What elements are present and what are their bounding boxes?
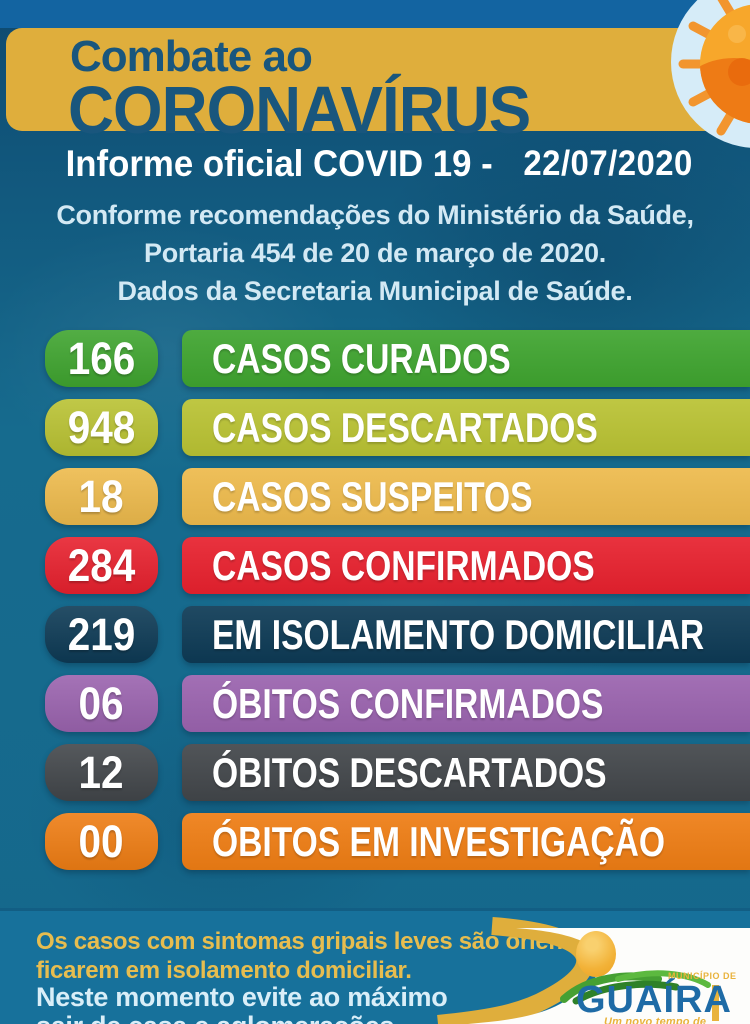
stat-value-badge: 06 [45, 675, 158, 732]
logo-wordmark: GUAÍRA [576, 979, 732, 1021]
stat-value-badge: 948 [45, 399, 158, 456]
stat-label: CASOS CURADOS [212, 334, 511, 382]
stat-row-casos-confirmados: 284 CASOS CONFIRMADOS [0, 537, 750, 594]
stat-value-badge: 166 [45, 330, 158, 387]
stat-label-bar: CASOS DESCARTADOS [182, 399, 750, 456]
stat-value: 12 [78, 746, 125, 798]
stat-value: 219 [67, 608, 136, 660]
logo-gold-bar [712, 985, 719, 1021]
stats-list: 166 CASOS CURADOS 948 CASOS DESCARTADOS … [0, 330, 750, 882]
subtitle-line-3: Dados da Secretaria Municipal de Saúde. [117, 276, 633, 306]
leaves-icon [560, 970, 711, 1005]
stat-row-obitos-investigacao: 00 ÓBITOS EM INVESTIGAÇÃO [0, 813, 750, 870]
sun-icon [576, 931, 616, 977]
report-title: Informe oficial COVID 19 - [65, 143, 493, 184]
stat-label-bar: CASOS CURADOS [182, 330, 750, 387]
stat-label: ÓBITOS EM INVESTIGAÇÃO [212, 817, 666, 865]
campaign-kicker: Combate ao [70, 32, 313, 81]
stat-label-bar: ÓBITOS EM INVESTIGAÇÃO [182, 813, 750, 870]
stat-value-badge: 284 [45, 537, 158, 594]
subtitle-line-1: Conforme recomendações do Ministério da … [56, 200, 694, 230]
stat-label-bar: CASOS SUSPEITOS [182, 468, 750, 525]
stat-label-bar: EM ISOLAMENTO DOMICILIAR [182, 606, 750, 663]
footer-notice-line-3: Neste momento evite ao máximo [36, 982, 448, 1012]
stat-row-casos-suspeitos: 18 CASOS SUSPEITOS [0, 468, 750, 525]
report-heading: Informe oficial COVID 19 - 22/07/2020 [0, 138, 750, 190]
stat-value-badge: 12 [45, 744, 158, 801]
stat-row-obitos-confirmados: 06 ÓBITOS CONFIRMADOS [0, 675, 750, 732]
stat-row-obitos-descartados: 12 ÓBITOS DESCARTADOS [0, 744, 750, 801]
report-date: 22/07/2020 [523, 144, 693, 183]
guaira-logo: MUNICÍPIO DE GUAÍRA Um novo tempo de tra… [0, 911, 750, 1024]
campaign-banner: Combate ao CORONAVÍRUS [6, 28, 750, 148]
stat-row-casos-descartados: 948 CASOS DESCARTADOS [0, 399, 750, 456]
top-strip [0, 0, 750, 28]
logo-municipio-label: MUNICÍPIO DE [668, 971, 737, 981]
subtitle-line-2: Portaria 454 de 20 de março de 2020. [144, 238, 606, 268]
stat-label: EM ISOLAMENTO DOMICILIAR [212, 610, 705, 658]
campaign-title: CORONAVÍRUS [68, 73, 531, 148]
stat-value: 284 [67, 539, 136, 591]
stat-value: 18 [78, 470, 125, 522]
stat-value: 00 [78, 815, 125, 867]
footer-notice-line-4: sair de casa e aglomerações. [36, 1012, 447, 1024]
stat-value: 06 [78, 677, 125, 729]
stat-row-casos-curados: 166 CASOS CURADOS [0, 330, 750, 387]
footer-band: Os casos com sintomas gripais leves são … [0, 908, 750, 1024]
stat-value-badge: 219 [45, 606, 158, 663]
stat-label: ÓBITOS DESCARTADOS [212, 748, 607, 796]
virus-icon [642, 0, 750, 164]
stat-label-bar: ÓBITOS DESCARTADOS [182, 744, 750, 801]
footer-notice-secondary: Neste momento evite ao máximo sair de ca… [36, 982, 448, 1024]
stat-label-bar: ÓBITOS CONFIRMADOS [182, 675, 750, 732]
stat-label: CASOS CONFIRMADOS [212, 541, 595, 589]
stat-value-badge: 00 [45, 813, 158, 870]
stat-label-bar: CASOS CONFIRMADOS [182, 537, 750, 594]
stat-value: 166 [67, 332, 136, 384]
stat-label: ÓBITOS CONFIRMADOS [212, 679, 604, 727]
report-subtitle: Conforme recomendações do Ministério da … [0, 196, 750, 310]
stat-label: CASOS DESCARTADOS [212, 403, 598, 451]
stat-value: 948 [67, 401, 136, 453]
stat-label: CASOS SUSPEITOS [212, 472, 533, 520]
stat-value-badge: 18 [45, 468, 158, 525]
logo-tagline: Um novo tempo de trabalho [604, 1016, 707, 1024]
footer-notice-line-2: ficarem em isolamento domiciliar. [36, 957, 412, 984]
stat-row-isolamento-domiciliar: 219 EM ISOLAMENTO DOMICILIAR [0, 606, 750, 663]
